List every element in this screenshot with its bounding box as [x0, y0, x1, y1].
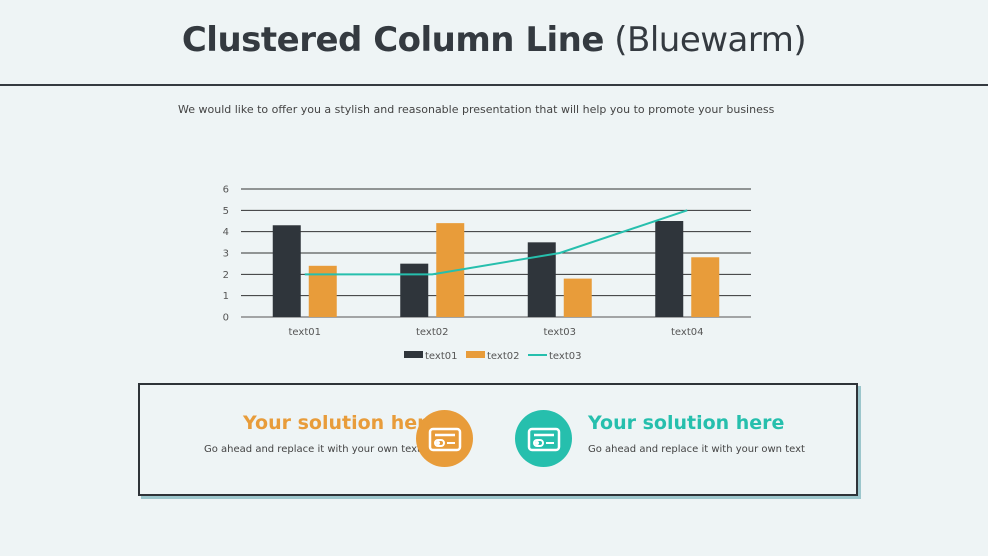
x-tick-label: text02	[416, 327, 448, 338]
solution-text-2: Go ahead and replace it with your own te…	[588, 444, 805, 455]
legend-swatch-text01	[404, 351, 423, 358]
credit-card-icon	[428, 427, 461, 451]
y-tick-label: 2	[223, 270, 229, 281]
solution-circle-1	[416, 410, 473, 467]
clustered-column-line-chart: 0 1 2 3 4 5 6 text01 text02 text03 text04 text01 tex…	[223, 185, 751, 362]
title-bold: Clustered Column Line	[181, 20, 605, 60]
subtitle: We would like to offer you a stylish and…	[178, 103, 775, 116]
title-divider	[0, 84, 988, 86]
y-tick-label: 4	[223, 227, 229, 238]
legend-label-text03: text03	[549, 351, 581, 362]
y-tick-label: 0	[223, 313, 229, 324]
x-tick-label: text01	[289, 327, 321, 338]
y-tick-label: 3	[223, 249, 229, 260]
credit-card-icon	[527, 427, 560, 451]
solution-title-1: Your solution here	[243, 412, 440, 434]
solution-circle-2	[515, 410, 572, 467]
solutions-card	[138, 383, 858, 496]
legend-label-text02: text02	[487, 351, 519, 362]
bar-text01-text02	[400, 263, 429, 317]
bar-text02-text04	[691, 257, 720, 317]
x-tick-label: text03	[544, 327, 576, 338]
line-series-text03	[304, 209, 688, 276]
bar-text01-text01	[272, 225, 301, 317]
y-tick-label: 6	[223, 185, 229, 196]
title-rest: (Bluewarm)	[603, 20, 807, 60]
y-tick-label: 5	[223, 206, 229, 217]
x-tick-label: text04	[671, 327, 703, 338]
solution-title-2: Your solution here	[588, 412, 785, 434]
legend-swatch-text02	[466, 351, 485, 358]
page-title: Clustered Column Line (Bluewarm)	[0, 20, 988, 60]
bar-text02-text03	[563, 278, 592, 317]
legend-label-text01: text01	[425, 351, 457, 362]
bar-text01-text04	[655, 221, 684, 317]
y-tick-label: 1	[223, 291, 229, 302]
solution-text-1: Go ahead and replace it with your own te…	[204, 444, 421, 455]
